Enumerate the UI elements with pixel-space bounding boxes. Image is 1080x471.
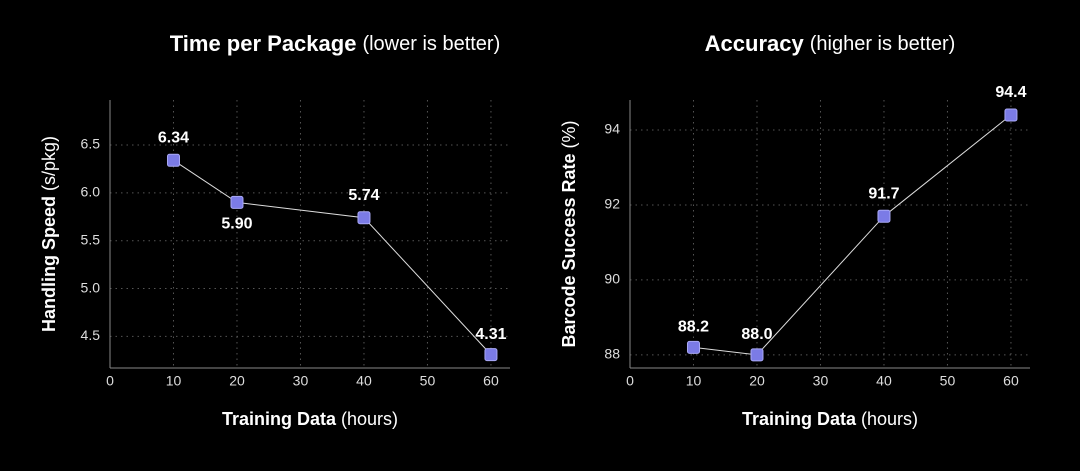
data-point (750, 348, 764, 362)
y-tick-label: 88 (604, 346, 620, 362)
data-line (693, 114, 1012, 356)
x-tick-label: 0 (626, 373, 634, 389)
chart-title: Time per Package (lower is better) (170, 31, 501, 56)
x-axis-label: Training Data (hours) (742, 409, 918, 429)
y-axis-label: Handling Speed (s/pkg) (39, 136, 59, 332)
x-tick-label: 50 (420, 373, 436, 389)
y-tick-label: 6.0 (81, 184, 101, 200)
x-tick-label: 30 (813, 373, 829, 389)
data-line (173, 159, 492, 355)
data-point (484, 348, 498, 362)
y-tick-label: 5.5 (81, 231, 101, 247)
y-tick-label: 4.5 (81, 327, 101, 343)
y-label-main: Handling Speed (39, 196, 59, 332)
y-tick-label: 5.0 (81, 279, 101, 295)
title-main: Time per Package (170, 31, 357, 56)
y-tick-label: 94 (604, 121, 620, 137)
y-label-main: Barcode Success Rate (559, 153, 579, 347)
x-axis-label: Training Data (hours) (222, 409, 398, 429)
y-axis-label: Barcode Success Rate (%) (559, 120, 579, 347)
x-label-note: (hours) (341, 409, 398, 429)
chart-title: Accuracy (higher is better) (705, 31, 956, 56)
data-label: 94.4 (995, 84, 1026, 101)
y-tick-label: 6.5 (81, 136, 101, 152)
y-tick-label: 92 (604, 196, 620, 212)
data-label: 5.90 (221, 216, 252, 233)
x-label-note: (hours) (861, 409, 918, 429)
data-point (230, 195, 244, 209)
data-point (1004, 108, 1018, 122)
title-note: (higher is better) (810, 33, 956, 55)
x-tick-label: 30 (293, 373, 309, 389)
x-tick-label: 0 (106, 373, 114, 389)
x-label-main: Training Data (742, 409, 857, 429)
data-label: 91.7 (868, 185, 899, 202)
x-tick-label: 10 (686, 373, 702, 389)
data-label: 88.0 (741, 326, 772, 343)
data-point (166, 153, 180, 167)
x-tick-label: 60 (483, 373, 499, 389)
data-point (686, 340, 700, 354)
title-main: Accuracy (705, 31, 805, 56)
x-tick-label: 10 (166, 373, 182, 389)
data-label: 4.31 (475, 326, 506, 343)
data-label: 88.2 (678, 319, 709, 336)
data-point (357, 211, 371, 225)
y-label-note: (s/pkg) (39, 136, 59, 191)
data-label: 6.34 (158, 130, 189, 147)
data-label: 5.74 (348, 187, 379, 204)
title-note: (lower is better) (362, 33, 500, 55)
data-point (877, 209, 891, 223)
x-tick-label: 40 (876, 373, 892, 389)
x-tick-label: 20 (749, 373, 765, 389)
y-tick-label: 90 (604, 271, 620, 287)
y-label-note: (%) (559, 120, 579, 148)
x-tick-label: 40 (356, 373, 372, 389)
x-tick-label: 20 (229, 373, 245, 389)
x-tick-label: 60 (1003, 373, 1019, 389)
x-tick-label: 50 (940, 373, 956, 389)
x-label-main: Training Data (222, 409, 337, 429)
